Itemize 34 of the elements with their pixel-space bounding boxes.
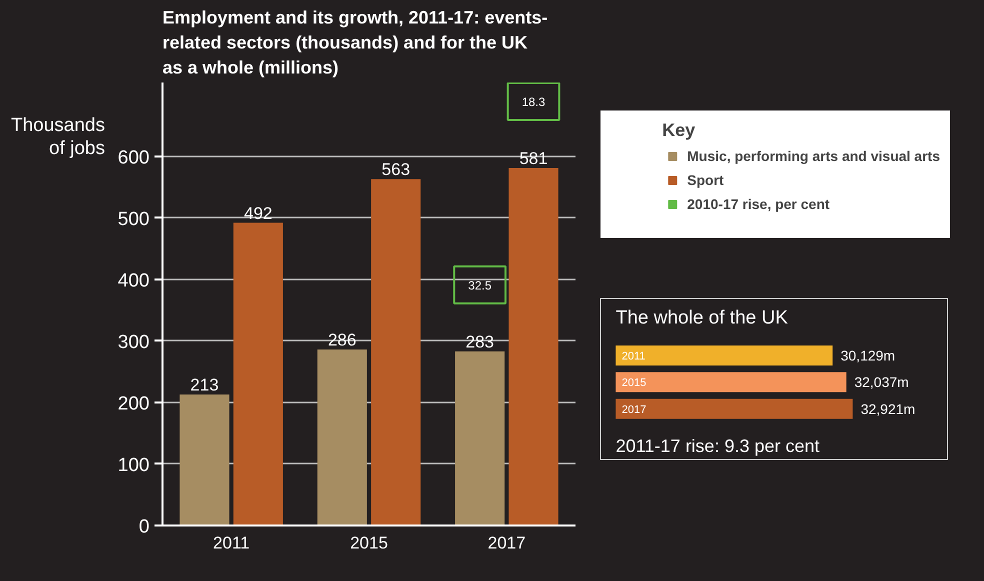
y-tick-label: 100 xyxy=(118,454,150,476)
bar xyxy=(180,394,230,526)
bar xyxy=(317,350,367,526)
bar xyxy=(233,222,283,526)
annotation: 18.3 xyxy=(522,95,546,110)
data-label: 213 xyxy=(190,375,219,394)
data-label: 563 xyxy=(382,160,410,180)
text: 2011-17 rise: 9.3 per cent xyxy=(616,436,820,456)
x-tick-label: 2011 xyxy=(213,534,250,552)
y-axis-title: Thousands of jobs xyxy=(10,115,105,161)
bar xyxy=(371,179,421,526)
y-tick-label: 2017 xyxy=(622,404,646,416)
x-tick-label: 2015 xyxy=(350,534,388,552)
x-tick-label: 2017 xyxy=(488,534,526,552)
y-tick-label: 200 xyxy=(118,393,150,414)
annotation: 32.5 xyxy=(468,278,492,292)
legend-title: Key xyxy=(662,120,696,141)
y-tick-label: 600 xyxy=(118,147,150,168)
y-tick-label: 400 xyxy=(118,270,150,292)
bar xyxy=(455,351,505,526)
legend-label: Sport xyxy=(687,172,724,188)
y-tick-label: 2011 xyxy=(622,350,646,362)
y-tick-label: 0 xyxy=(138,516,150,538)
data-label: 32,921m xyxy=(860,400,916,417)
data-label: 32,037m xyxy=(854,374,909,390)
legend-label: 2010-17 rise, per cent xyxy=(687,196,830,212)
bar xyxy=(508,168,558,526)
y-tick-label: 500 xyxy=(118,208,150,230)
legend-label: Music, performing arts and visual arts xyxy=(687,148,940,164)
y-tick-label: 300 xyxy=(118,332,150,353)
chart-title: Employment and its growth, 2011-17: events-related sectors (thousands) and for the UK as a whole (millions) xyxy=(162,8,548,78)
y-tick-label: 2015 xyxy=(622,377,646,390)
chart-title: The whole of the UK xyxy=(616,308,788,329)
data-label: 30,129m xyxy=(840,348,896,364)
